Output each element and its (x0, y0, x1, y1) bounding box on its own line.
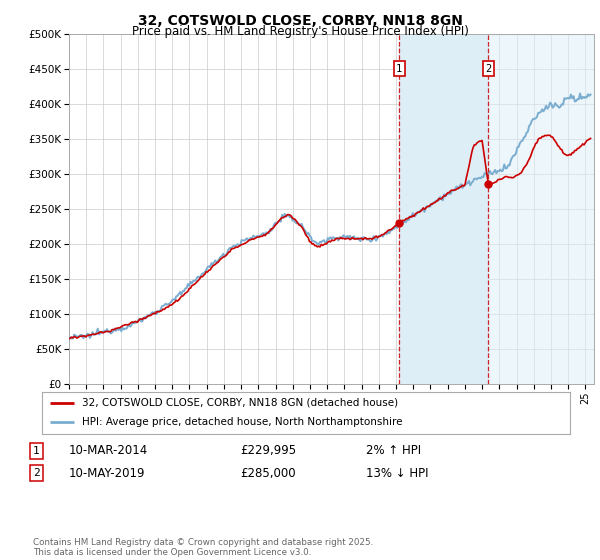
Bar (400, 34, 488, 384)
Text: 10-MAY-2019: 10-MAY-2019 (69, 466, 146, 480)
Text: 2: 2 (33, 468, 40, 478)
Text: £229,995: £229,995 (240, 444, 296, 458)
Text: 32, COTSWOLD CLOSE, CORBY, NN18 8GN: 32, COTSWOLD CLOSE, CORBY, NN18 8GN (137, 14, 463, 28)
Bar (488, 34, 594, 384)
Text: Contains HM Land Registry data © Crown copyright and database right 2025.
This d: Contains HM Land Registry data © Crown c… (33, 538, 373, 557)
Text: 2: 2 (485, 64, 491, 73)
Text: 1: 1 (33, 446, 40, 456)
Text: 1: 1 (396, 64, 403, 73)
Text: 2% ↑ HPI: 2% ↑ HPI (366, 444, 421, 458)
Text: HPI: Average price, detached house, North Northamptonshire: HPI: Average price, detached house, Nort… (82, 417, 402, 427)
Text: £285,000: £285,000 (240, 466, 296, 480)
Text: 10-MAR-2014: 10-MAR-2014 (69, 444, 148, 458)
Text: Price paid vs. HM Land Registry's House Price Index (HPI): Price paid vs. HM Land Registry's House … (131, 25, 469, 38)
Text: 13% ↓ HPI: 13% ↓ HPI (366, 466, 428, 480)
Text: 32, COTSWOLD CLOSE, CORBY, NN18 8GN (detached house): 32, COTSWOLD CLOSE, CORBY, NN18 8GN (det… (82, 398, 398, 408)
